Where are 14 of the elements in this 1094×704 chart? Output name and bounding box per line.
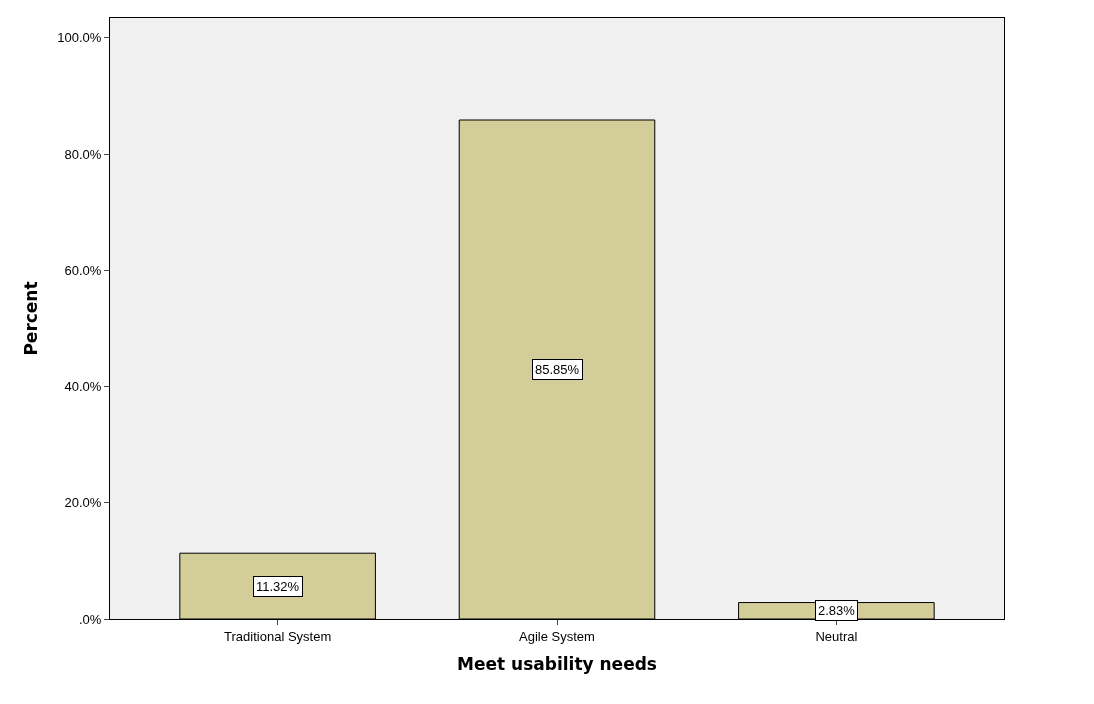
data-label: 11.32%: [256, 579, 300, 594]
y-tick-label: 100.0%: [57, 30, 102, 46]
x-tick-label: Agile System: [519, 628, 595, 644]
data-label: 85.85%: [535, 362, 580, 377]
y-axis-title: Percent: [20, 281, 41, 356]
y-tick-label: 20.0%: [64, 495, 102, 511]
data-label: 2.83%: [818, 603, 856, 618]
x-tick-label: Traditional System: [224, 628, 332, 644]
y-tick-label: 40.0%: [64, 379, 102, 395]
x-axis-title: Meet usability needs: [457, 654, 657, 674]
x-tick-label: Neutral: [815, 628, 858, 644]
y-tick-label: 60.0%: [64, 262, 102, 278]
y-tick-label: .0%: [78, 611, 102, 627]
y-tick-label: 80.0%: [64, 146, 102, 162]
